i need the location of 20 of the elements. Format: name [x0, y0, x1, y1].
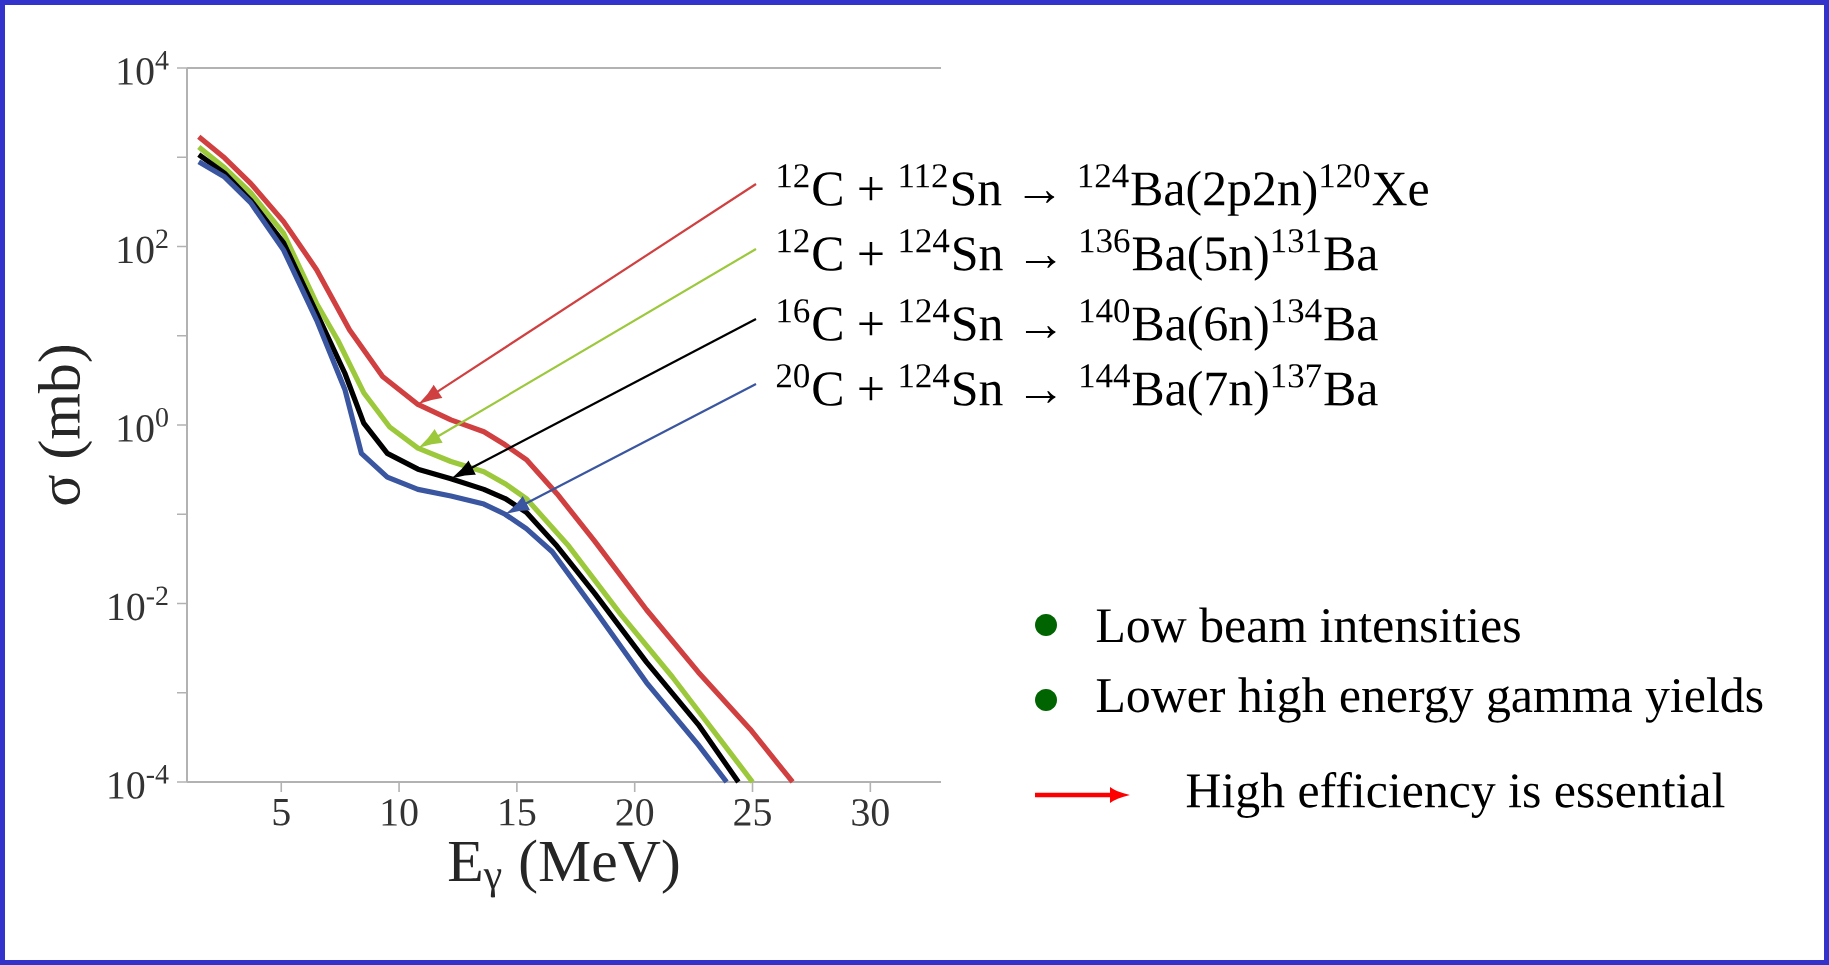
text: Lower high energy gamma yields — [1096, 677, 1763, 723]
x-tick-label: 20 — [616, 799, 654, 826]
text: Low beam intensities — [1096, 607, 1520, 643]
text: $^{12}$C + $^{124}$Sn → $^{136}$Ba(5n)$^{131}$Ba — [778, 229, 1378, 281]
y-tick-label: 10$^{-2}$ — [109, 586, 168, 621]
text: $^{20}$C + $^{124}$Sn → $^{144}$Ba(7n)$^{137}$Ba — [776, 364, 1378, 416]
x-axis-title: E$_{γ}$ (MeV) — [448, 839, 679, 898]
x-tick-label: 10 — [382, 799, 418, 826]
text: $^{16}$C + $^{124}$Sn → $^{140}$Ba(6n)$^{134}$Ba — [778, 299, 1378, 351]
y-axis-title: σ (mb) — [38, 345, 93, 505]
x-tick-label: 30 — [852, 799, 889, 826]
y-tick-label: 10$^{0}$ — [118, 408, 168, 442]
x-tick-label: 25 — [734, 799, 771, 826]
text: High efficiency is essential — [1186, 772, 1725, 818]
y-tick-label: 10$^{-4}$ — [109, 765, 169, 799]
y-tick-label: 10$^{4}$ — [118, 51, 169, 85]
text: $^{12}$C + $^{112}$Sn → $^{124}$Ba(2p2n)$^{120}$Xe — [778, 164, 1428, 216]
x-tick-label: 15 — [500, 799, 536, 826]
x-tick-label: 5 — [273, 799, 290, 826]
y-tick-label: 10$^{2}$ — [118, 229, 168, 264]
